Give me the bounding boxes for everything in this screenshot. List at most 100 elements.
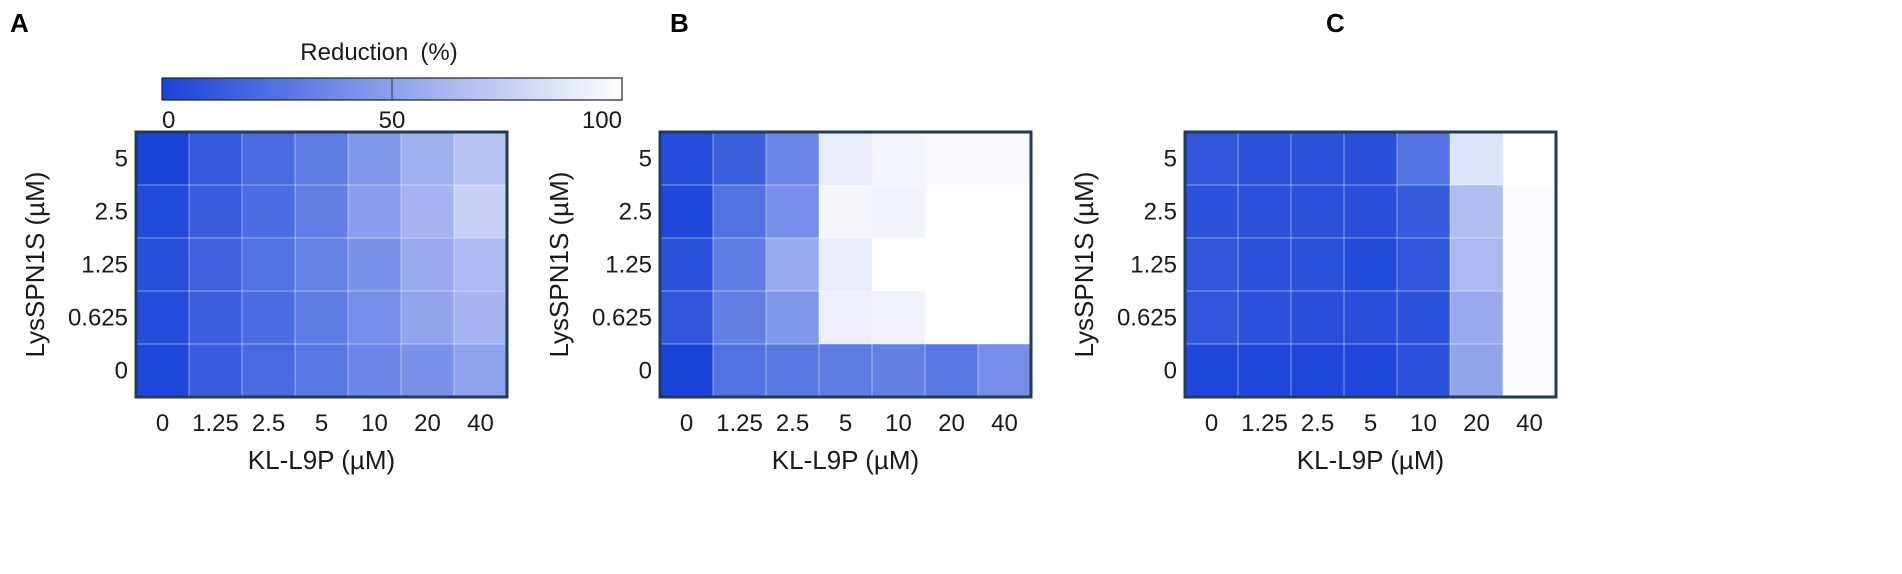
heatmap-cell: [819, 185, 872, 238]
x-tick-label: 20: [1463, 410, 1490, 437]
heatmap-cell: [660, 238, 713, 291]
x-tick-label: 5: [839, 410, 852, 437]
heatmap-cell: [925, 291, 978, 344]
x-tick-label: 1.25: [192, 410, 239, 437]
colorbar: Reduction (%) 0 50 100: [161, 39, 623, 134]
heatmap-cell: [1503, 291, 1556, 344]
y-tick-label: 2.5: [619, 199, 652, 226]
heatmap-cell: [1185, 132, 1238, 185]
heatmap-cell: [1344, 238, 1397, 291]
heatmap-cell: [1344, 185, 1397, 238]
colorbar-tick-100: 100: [582, 107, 622, 134]
heatmap-cell: [819, 238, 872, 291]
heatmap-cell: [348, 344, 401, 397]
heatmap-cell: [978, 344, 1031, 397]
y-tick-label: 5: [1164, 146, 1177, 173]
heatmap-cell: [1503, 132, 1556, 185]
heatmap-cell: [660, 291, 713, 344]
y-axis-label: LysSPN1S (µM): [20, 172, 50, 358]
y-tick-label: 5: [639, 146, 652, 173]
heatmap-cell: [454, 344, 507, 397]
heatmap-cell: [766, 291, 819, 344]
heatmap-cell: [1397, 238, 1450, 291]
heatmap-cell: [713, 238, 766, 291]
y-tick-label: 0: [115, 358, 128, 385]
heatmap-cell: [189, 238, 242, 291]
heatmap-cell: [401, 238, 454, 291]
heatmap-cell: [872, 344, 925, 397]
x-axis-label: KL-L9P (µM): [248, 445, 395, 475]
heatmap-cell: [1238, 185, 1291, 238]
heatmap-cell: [189, 132, 242, 185]
heatmap-cell: [872, 291, 925, 344]
heatmap-cell: [766, 344, 819, 397]
y-tick-label: 0: [1164, 358, 1177, 385]
y-axis-label: LysSPN1S (µM): [1069, 172, 1099, 358]
heatmap-cell: [348, 185, 401, 238]
heatmap-cell: [136, 132, 189, 185]
x-tick-label: 0: [1205, 410, 1218, 437]
heatmap-cell: [872, 132, 925, 185]
heatmap-cell: [295, 185, 348, 238]
heatmap-cell: [978, 238, 1031, 291]
heatmap-cell: [1238, 344, 1291, 397]
x-tick-label: 10: [885, 410, 912, 437]
x-tick-label: 10: [361, 410, 388, 437]
heatmap-cell: [1344, 291, 1397, 344]
heatmap-cell: [295, 344, 348, 397]
heatmap-cell: [925, 185, 978, 238]
heatmap-cell: [660, 132, 713, 185]
heatmap-cell: [348, 291, 401, 344]
y-tick-label: 0: [639, 358, 652, 385]
heatmap-cell: [1450, 291, 1503, 344]
y-tick-label: 0.625: [68, 305, 128, 332]
heatmap-cell: [1503, 238, 1556, 291]
plot-frame: [134, 130, 509, 399]
heatmap-cell: [136, 185, 189, 238]
x-tick-label: 0: [156, 410, 169, 437]
heatmap-cell: [189, 185, 242, 238]
heatmap-cell: [348, 132, 401, 185]
colorbar-tick-50: 50: [379, 107, 406, 134]
heatmap-cell: [1450, 132, 1503, 185]
heatmap-cell: [1238, 238, 1291, 291]
heatmap-cell: [295, 132, 348, 185]
panel-letter-c: C: [1326, 8, 1345, 38]
heatmap-cell: [1450, 344, 1503, 397]
heatmap-cell: [1344, 132, 1397, 185]
heatmap-panel-a: 0 1.25 2.5 5 10 20 40 5 2.5 1.25 0.625 0 KL-L9P (µM)…: [20, 130, 509, 475]
x-tick-label: 20: [938, 410, 965, 437]
heatmap-cell: [872, 238, 925, 291]
heatmap-cell: [713, 291, 766, 344]
x-axis-label: KL-L9P (µM): [772, 445, 919, 475]
y-tick-label: 5: [115, 146, 128, 173]
y-tick-label: 1.25: [605, 252, 652, 279]
panel-letter-a: A: [10, 8, 29, 38]
heatmap-cell: [1185, 185, 1238, 238]
heatmap-cell: [1397, 185, 1450, 238]
heatmap-cell: [1291, 291, 1344, 344]
y-axis-label: LysSPN1S (µM): [544, 172, 574, 358]
heatmap-cell: [1291, 238, 1344, 291]
heatmap-cell: [978, 185, 1031, 238]
y-tick-label: 0.625: [592, 305, 652, 332]
heatmap-cell: [295, 238, 348, 291]
heatmap-cell: [1291, 344, 1344, 397]
heatmap-cell: [295, 291, 348, 344]
heatmap-cell: [1291, 132, 1344, 185]
heatmap-cell: [925, 344, 978, 397]
heatmap-cell: [819, 132, 872, 185]
heatmap-cell: [713, 185, 766, 238]
x-tick-label: 5: [1364, 410, 1377, 437]
plot-frame: [1183, 130, 1558, 399]
heatmap-cell: [925, 132, 978, 185]
x-tick-label: 2.5: [252, 410, 285, 437]
x-tick-label: 1.25: [1241, 410, 1288, 437]
x-tick-label: 2.5: [1301, 410, 1334, 437]
heatmap-cell: [242, 291, 295, 344]
heatmap-cell: [401, 291, 454, 344]
heatmap-cell: [401, 185, 454, 238]
heatmap-cell: [454, 291, 507, 344]
y-tick-label: 2.5: [1144, 199, 1177, 226]
